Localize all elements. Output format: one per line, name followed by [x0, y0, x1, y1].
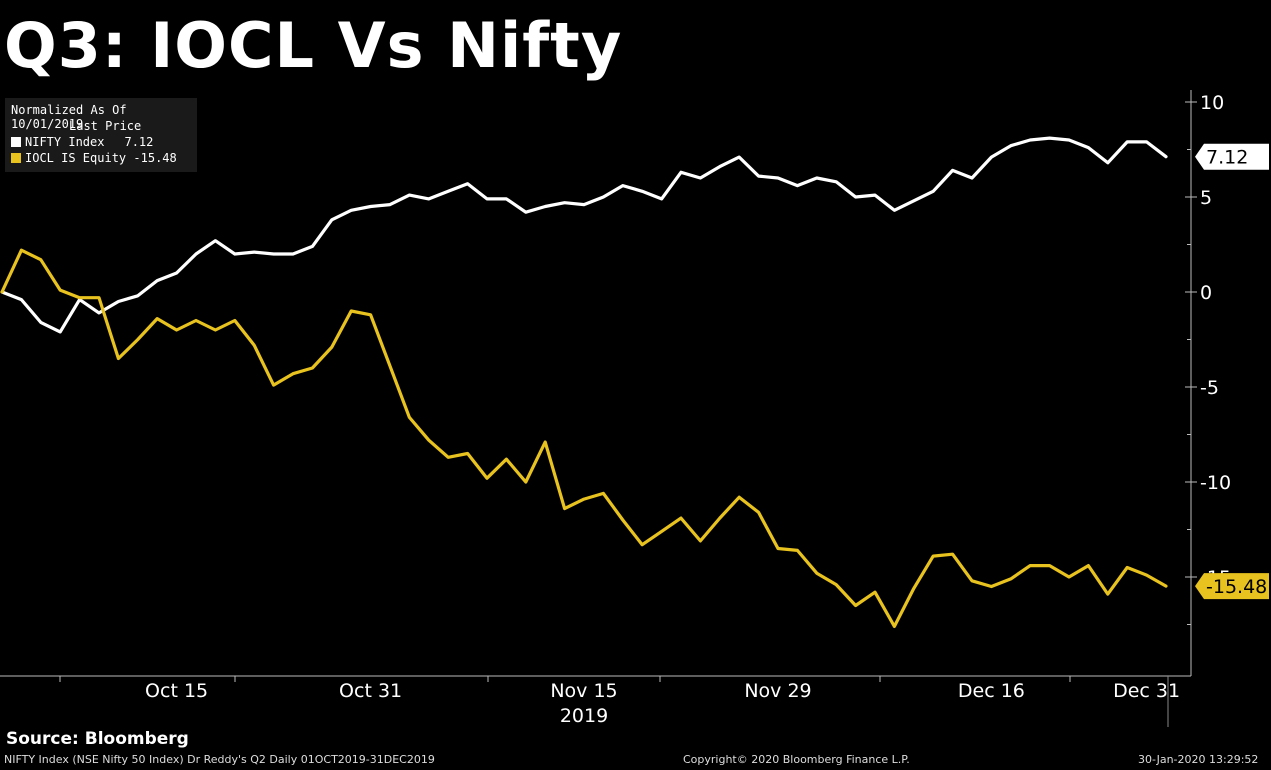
legend-value-nifty: 7.12	[124, 135, 154, 149]
x-axis-year-label: 2019	[560, 705, 608, 727]
y-tick-label: -10	[1200, 472, 1231, 494]
iocl-series-line	[0, 248, 1168, 629]
y-tick-label: 0	[1200, 282, 1212, 304]
legend-label-nifty: NIFTY Index	[25, 135, 105, 149]
x-tick-label: Oct 15	[145, 680, 208, 702]
legend-label-iocl: IOCL IS Equity	[25, 151, 127, 165]
y-tick-label: -5	[1200, 377, 1219, 399]
legend-value-iocl: -15.48	[133, 151, 177, 165]
nifty-last-value-label: 7.12	[1206, 147, 1248, 169]
footer-copyright: Copyright© 2020 Bloomberg Finance L.P.	[683, 753, 910, 766]
x-tick-label: Nov 29	[744, 680, 811, 702]
iocl-last-value-tag	[1195, 573, 1269, 600]
legend-swatch-iocl	[11, 153, 21, 163]
y-tick-label: -15	[1200, 567, 1231, 589]
legend-item-nifty: NIFTY Index 7.12	[11, 135, 153, 149]
nifty-last-value-tag	[1195, 143, 1269, 170]
x-tick-label: Oct 31	[339, 680, 402, 702]
legend-swatch-nifty	[11, 137, 21, 147]
legend-box: Normalized As Of 10/01/2019 Last Price N…	[5, 98, 197, 172]
y-tick-label: 5	[1200, 187, 1212, 209]
iocl-last-value-label: -15.48	[1206, 576, 1267, 598]
footer-description: NIFTY Index (NSE Nifty 50 Index) Dr Redd…	[4, 753, 435, 766]
x-tick-label: Nov 15	[550, 680, 617, 702]
y-tick-label: 10	[1200, 92, 1224, 114]
source-note: Source: Bloomberg	[6, 729, 189, 749]
chart-title: Q3: IOCL Vs Nifty	[4, 9, 623, 82]
x-tick-label: Dec 31	[1113, 680, 1180, 702]
footer-timestamp: 30-Jan-2020 13:29:52	[1138, 753, 1259, 766]
legend-subheader: Last Price	[69, 119, 142, 133]
legend-item-iocl: IOCL IS Equity -15.48	[11, 151, 177, 165]
legend-header: Normalized As Of 10/01/2019	[11, 103, 127, 131]
x-tick-label: Dec 16	[958, 680, 1025, 702]
